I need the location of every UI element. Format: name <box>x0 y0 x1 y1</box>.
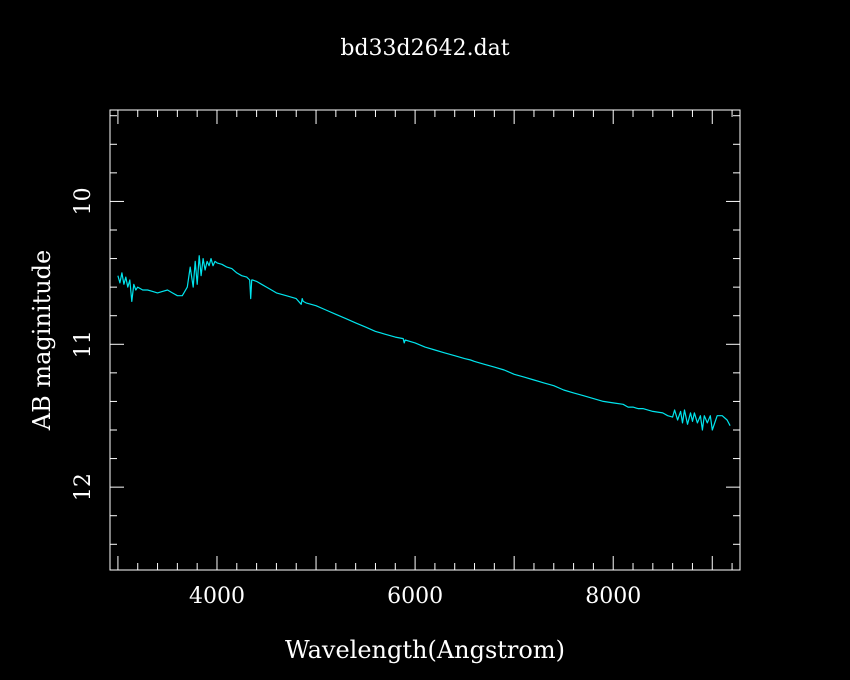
y-tick-label: 12 <box>71 473 96 501</box>
axis-tick-labels: 4000 6000 8000 10 11 12 <box>71 187 641 609</box>
x-tick-label: 6000 <box>387 584 443 609</box>
x-tick-label: 8000 <box>585 584 641 609</box>
y-tick-label: 11 <box>71 330 96 358</box>
x-tick-label: 4000 <box>189 584 245 609</box>
series-line-spectrum <box>117 255 731 431</box>
y-axis-label: AB maginitude <box>28 250 56 432</box>
x-axis-label: Wavelength(Angstrom) <box>285 636 565 664</box>
chart-title: bd33d2642.dat <box>340 36 509 61</box>
plot-frame <box>109 109 741 571</box>
y-tick-label: 10 <box>71 187 96 215</box>
axis-ticks <box>110 110 740 570</box>
